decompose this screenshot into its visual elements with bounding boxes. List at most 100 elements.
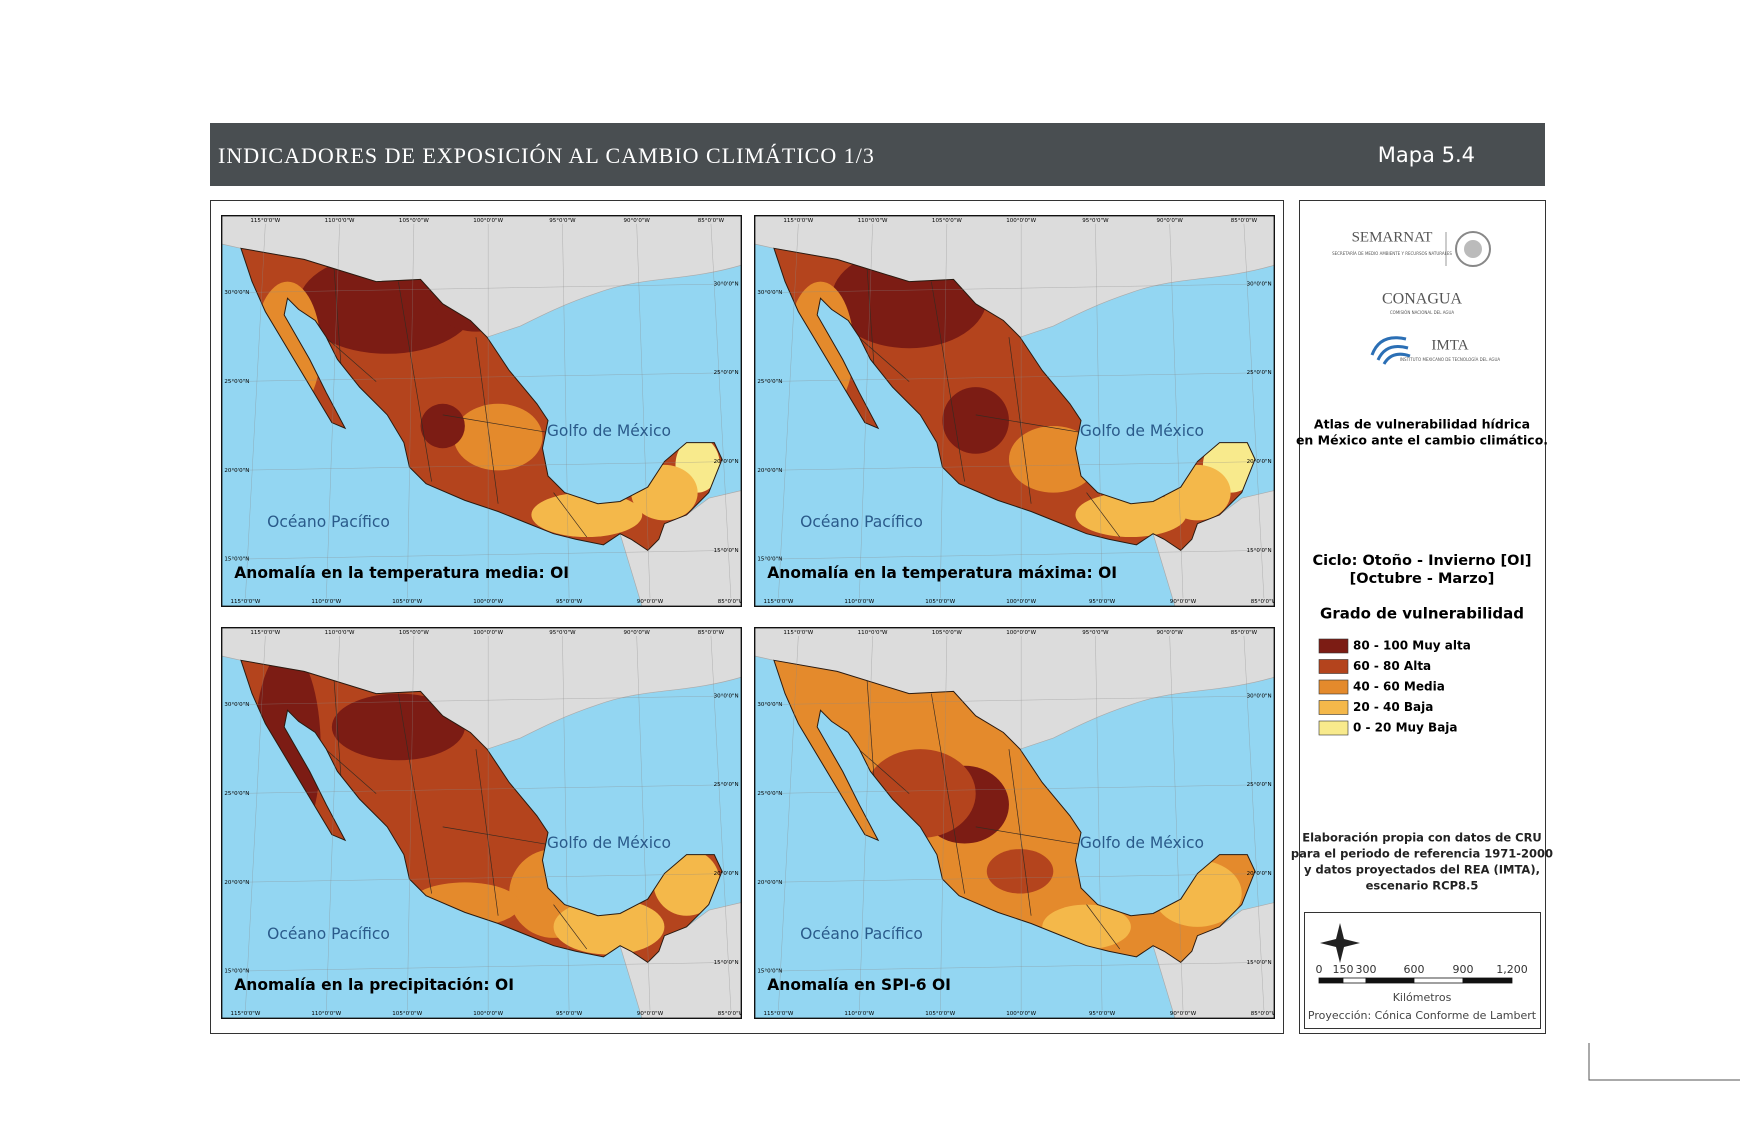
imta-swirl xyxy=(1370,336,1411,365)
zone xyxy=(553,899,665,955)
lon-label: 90°0'0"W xyxy=(624,218,651,224)
graticule-line xyxy=(326,635,340,1011)
panels: 115°0'0"W 115°0'0"W 110°0'0"W 110°0'0"W 105°… xyxy=(221,215,1275,1019)
lon-label: 85°0'0"W xyxy=(698,630,725,636)
graticule-line xyxy=(245,223,266,599)
lon-label: 105°0'0"W xyxy=(925,1011,955,1017)
state-border xyxy=(553,492,588,538)
mexico-outline xyxy=(240,247,723,552)
state-border xyxy=(475,749,499,916)
state-border xyxy=(1086,492,1121,538)
scale-tick: 1,200 xyxy=(1496,963,1528,976)
graticule-line xyxy=(762,372,1267,382)
lon-label: 85°0'0"W xyxy=(1231,218,1258,224)
panel-title: Anomalía en SPI-6 OI xyxy=(767,976,951,994)
legend-swatch xyxy=(1318,700,1349,715)
zone xyxy=(331,693,465,761)
state-border xyxy=(475,337,499,504)
lat-label: 25°0'0"N xyxy=(757,379,782,385)
lat-label: 30°0'0"N xyxy=(224,702,249,708)
lon-label: 90°0'0"W xyxy=(1157,630,1184,636)
gulf-label: Golfo de México xyxy=(547,834,671,852)
zone xyxy=(1075,492,1187,538)
lon-label: 110°0'0"W xyxy=(858,218,888,224)
lon-label: 95°0'0"W xyxy=(1089,1011,1116,1017)
lon-label: 90°0'0"W xyxy=(1170,1011,1197,1017)
graticule-line xyxy=(1169,635,1184,1011)
semarnat: SEMARNAT xyxy=(1352,229,1433,245)
atlas-line: en México ante el cambio climático. xyxy=(1296,433,1548,448)
lat-label: 20°0'0"N xyxy=(1247,459,1272,465)
panel-border xyxy=(221,627,742,1019)
lon-label: 115°0'0"W xyxy=(783,630,813,636)
lat-label: 15°0'0"N xyxy=(224,557,249,563)
lon-label: 90°0'0"W xyxy=(1170,599,1197,605)
header-bar xyxy=(210,123,1545,186)
lon-label: 100°0'0"W xyxy=(473,599,503,605)
lon-label: 105°0'0"W xyxy=(925,599,955,605)
compass xyxy=(1320,923,1360,963)
lon-label: 115°0'0"W xyxy=(763,1011,793,1017)
graticule-line xyxy=(940,635,948,1011)
logos: SEMARNAT SECRETARÍA DE MEDIO AMBIENTE Y … xyxy=(1332,229,1501,365)
lon-label: 95°0'0"W xyxy=(549,630,576,636)
zone xyxy=(986,849,1054,894)
graticule-line xyxy=(407,223,415,599)
graticule-line xyxy=(636,223,651,599)
legend-label: 60 - 80 Alta xyxy=(1353,659,1431,673)
lon-label: 115°0'0"W xyxy=(783,218,813,224)
lat-label: 15°0'0"N xyxy=(224,969,249,975)
atlas-line: Atlas de vulnerabilidad hídrica xyxy=(1314,417,1530,432)
state-border xyxy=(398,281,432,482)
scale-tick: 0 xyxy=(1316,963,1323,976)
graticule-line xyxy=(762,695,1267,705)
graticule-line xyxy=(762,962,1267,972)
lon-label: 90°0'0"W xyxy=(624,630,651,636)
lon-label: 85°0'0"W xyxy=(718,599,745,605)
scale-segment xyxy=(1318,977,1344,984)
ocean-label: Océano Pacífico xyxy=(267,513,390,531)
map-panel: 115°0'0"W 115°0'0"W 110°0'0"W 110°0'0"W 105°… xyxy=(754,627,1275,1019)
scale-segment xyxy=(1342,977,1367,984)
lat-label: 20°0'0"N xyxy=(224,468,249,474)
conagua-sub: COMISIÓN NACIONAL DEL AGUA xyxy=(1390,310,1455,315)
lat-label: 30°0'0"N xyxy=(757,290,782,296)
state-border xyxy=(931,693,965,894)
graticule-line xyxy=(229,962,734,972)
graticule-line xyxy=(229,550,734,560)
lon-label: 90°0'0"W xyxy=(637,599,664,605)
lat-label: 20°0'0"N xyxy=(1247,871,1272,877)
lat-label: 30°0'0"N xyxy=(714,281,739,287)
lat-label: 30°0'0"N xyxy=(757,702,782,708)
graticule-line xyxy=(859,223,873,599)
lon-label: 105°0'0"W xyxy=(932,218,962,224)
imta-sub: INSTITUTO MEXICANO DE TECNOLOGÍA DEL AGU… xyxy=(1400,357,1501,362)
state-border xyxy=(553,904,588,950)
graticule-line xyxy=(407,635,415,1011)
lat-label: 30°0'0"N xyxy=(714,693,739,699)
ocean-label: Océano Pacífico xyxy=(800,513,923,531)
lat-label: 15°0'0"N xyxy=(757,557,782,563)
graticule-line xyxy=(762,784,1267,794)
lon-label: 105°0'0"W xyxy=(932,630,962,636)
legend-label: 20 - 40 Baja xyxy=(1353,700,1433,714)
lon-label: 85°0'0"W xyxy=(698,218,725,224)
conagua: CONAGUA xyxy=(1382,291,1462,308)
source-line: y datos proyectados del REA (IMTA), xyxy=(1304,863,1540,877)
graticule-line xyxy=(245,635,266,1011)
lon-label: 85°0'0"W xyxy=(718,1011,745,1017)
legend-swatch xyxy=(1318,720,1349,736)
lon-label: 105°0'0"W xyxy=(392,599,422,605)
zone xyxy=(1008,425,1098,493)
zone xyxy=(942,387,1009,454)
graticule-line xyxy=(1095,223,1103,599)
graticule-line xyxy=(762,873,1267,883)
lon-label: 115°0'0"W xyxy=(230,599,260,605)
panel-border xyxy=(754,627,1275,1019)
graticule-line xyxy=(762,283,1267,293)
source-line: escenario RCP8.5 xyxy=(1366,879,1479,893)
ocean-label: Océano Pacífico xyxy=(800,925,923,943)
lon-label: 95°0'0"W xyxy=(1082,630,1109,636)
lon-label: 105°0'0"W xyxy=(392,1011,422,1017)
